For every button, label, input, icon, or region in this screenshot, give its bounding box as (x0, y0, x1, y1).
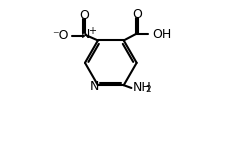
Text: +: + (88, 26, 96, 36)
Text: N: N (90, 80, 99, 93)
Text: ⁻O: ⁻O (52, 29, 68, 42)
Text: NH: NH (133, 81, 151, 94)
Text: OH: OH (152, 28, 171, 41)
Text: N: N (81, 28, 90, 41)
Text: 2: 2 (146, 85, 151, 94)
Text: O: O (132, 8, 142, 21)
Text: O: O (79, 9, 89, 22)
